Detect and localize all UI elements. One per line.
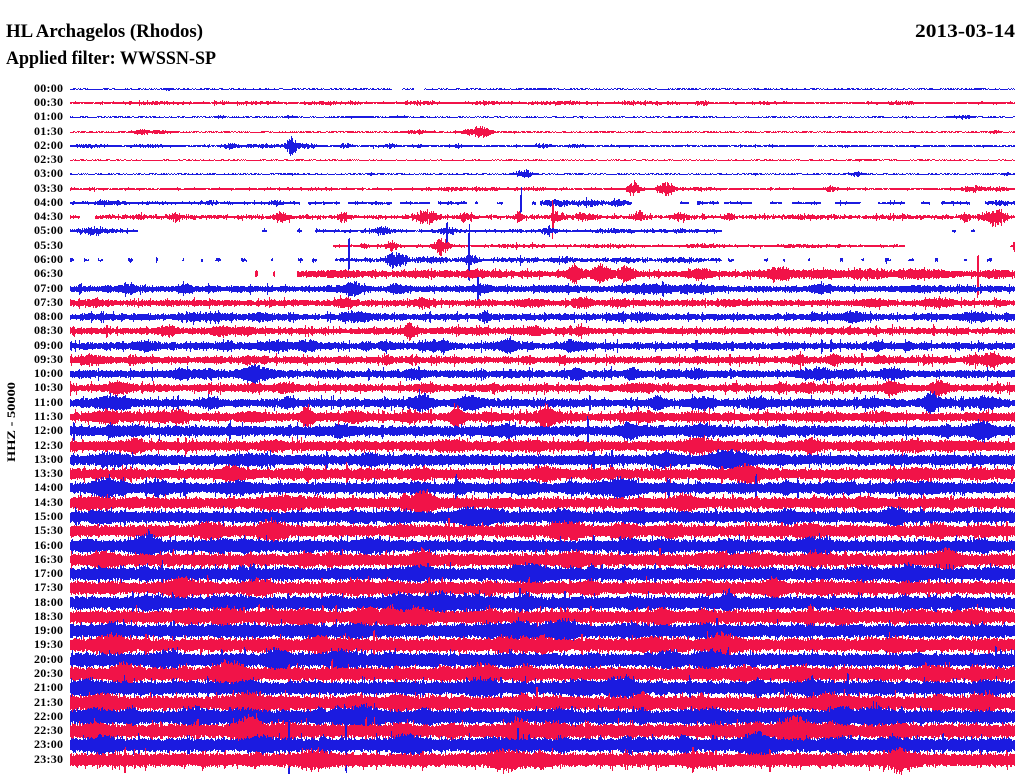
svg-text:05:00: 05:00 bbox=[34, 223, 63, 237]
svg-text:02:30: 02:30 bbox=[34, 152, 63, 166]
svg-text:14:00: 14:00 bbox=[34, 480, 63, 494]
svg-text:23:00: 23:00 bbox=[34, 737, 63, 751]
svg-text:15:30: 15:30 bbox=[34, 523, 63, 537]
svg-text:Applied filter: WWSSN-SP: Applied filter: WWSSN-SP bbox=[6, 48, 216, 69]
svg-text:HHZ - 50000: HHZ - 50000 bbox=[4, 382, 18, 462]
svg-text:22:30: 22:30 bbox=[34, 723, 63, 737]
svg-text:17:30: 17:30 bbox=[34, 580, 63, 594]
svg-text:08:00: 08:00 bbox=[34, 309, 63, 323]
svg-text:10:30: 10:30 bbox=[34, 380, 63, 394]
svg-text:01:00: 01:00 bbox=[34, 109, 63, 123]
svg-text:07:30: 07:30 bbox=[34, 295, 63, 309]
svg-text:22:00: 22:00 bbox=[34, 709, 63, 723]
svg-text:15:00: 15:00 bbox=[34, 509, 63, 523]
svg-text:16:30: 16:30 bbox=[34, 552, 63, 566]
svg-text:01:30: 01:30 bbox=[34, 124, 63, 138]
svg-text:00:00: 00:00 bbox=[34, 81, 63, 95]
svg-text:13:00: 13:00 bbox=[34, 452, 63, 466]
svg-text:20:00: 20:00 bbox=[34, 652, 63, 666]
svg-text:2013-03-14: 2013-03-14 bbox=[915, 21, 1016, 42]
svg-text:21:30: 21:30 bbox=[34, 695, 63, 709]
svg-text:21:00: 21:00 bbox=[34, 680, 63, 694]
svg-text:14:30: 14:30 bbox=[34, 495, 63, 509]
svg-text:06:30: 06:30 bbox=[34, 266, 63, 280]
svg-text:13:30: 13:30 bbox=[34, 466, 63, 480]
svg-text:09:00: 09:00 bbox=[34, 338, 63, 352]
svg-text:19:30: 19:30 bbox=[34, 637, 63, 651]
svg-text:19:00: 19:00 bbox=[34, 623, 63, 637]
svg-text:03:30: 03:30 bbox=[34, 181, 63, 195]
svg-text:05:30: 05:30 bbox=[34, 238, 63, 252]
svg-text:04:00: 04:00 bbox=[34, 195, 63, 209]
svg-text:17:00: 17:00 bbox=[34, 566, 63, 580]
svg-text:12:30: 12:30 bbox=[34, 438, 63, 452]
svg-text:18:00: 18:00 bbox=[34, 595, 63, 609]
svg-text:12:00: 12:00 bbox=[34, 423, 63, 437]
svg-text:HL Archagelos (Rhodos): HL Archagelos (Rhodos) bbox=[6, 21, 203, 42]
svg-text:03:00: 03:00 bbox=[34, 166, 63, 180]
svg-text:18:30: 18:30 bbox=[34, 609, 63, 623]
svg-text:10:00: 10:00 bbox=[34, 366, 63, 380]
svg-text:11:00: 11:00 bbox=[34, 395, 63, 409]
svg-text:09:30: 09:30 bbox=[34, 352, 63, 366]
svg-text:04:30: 04:30 bbox=[34, 209, 63, 223]
svg-text:16:00: 16:00 bbox=[34, 538, 63, 552]
svg-text:23:30: 23:30 bbox=[34, 752, 63, 766]
svg-text:06:00: 06:00 bbox=[34, 252, 63, 266]
svg-text:00:30: 00:30 bbox=[34, 95, 63, 109]
svg-text:07:00: 07:00 bbox=[34, 281, 63, 295]
svg-text:02:00: 02:00 bbox=[34, 138, 63, 152]
svg-text:11:30: 11:30 bbox=[34, 409, 63, 423]
svg-text:20:30: 20:30 bbox=[34, 666, 63, 680]
svg-text:08:30: 08:30 bbox=[34, 323, 63, 337]
